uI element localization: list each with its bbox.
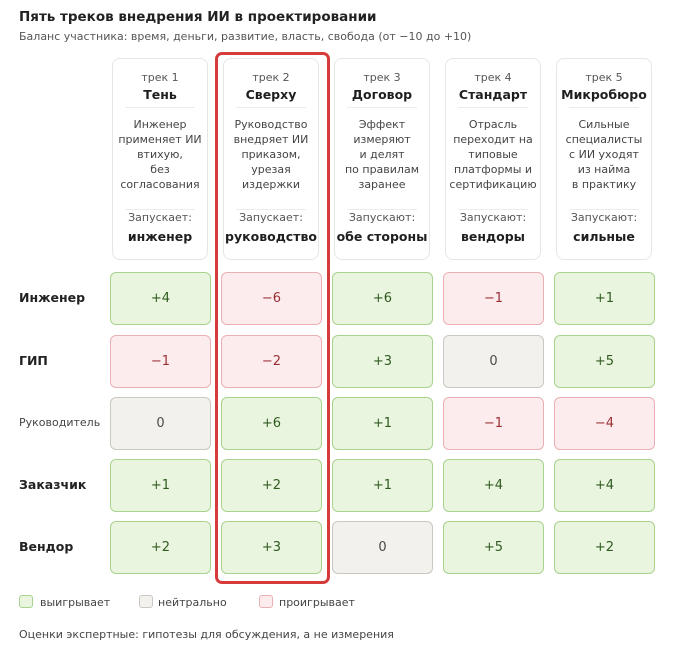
launch-label: Запускают: bbox=[459, 211, 527, 224]
row-label: ГИП bbox=[19, 353, 48, 368]
divider bbox=[125, 107, 195, 108]
balance-cell: +6 bbox=[221, 397, 322, 450]
launch-label: Запускает: bbox=[128, 211, 192, 224]
track-number: трек 4 bbox=[474, 71, 512, 84]
balance-cell: 0 bbox=[332, 521, 433, 574]
legend-label: проигрывает bbox=[279, 596, 355, 609]
balance-cell: +1 bbox=[332, 397, 433, 450]
track-card: трек 2 Сверху Руководство внедряет ИИ прик… bbox=[223, 58, 319, 260]
track-card: трек 4 Стандарт Отрасль переходит на типов… bbox=[445, 58, 541, 260]
row-label: Инженер bbox=[19, 290, 86, 305]
balance-cell: +3 bbox=[221, 521, 322, 574]
track-description: Эффект измеряют и делят по правилам зара… bbox=[344, 118, 420, 191]
balance-cell: +4 bbox=[554, 459, 655, 512]
divider bbox=[458, 209, 528, 210]
divider bbox=[347, 107, 417, 108]
footnote: Оценки экспертные: гипотезы для обсужден… bbox=[19, 628, 394, 641]
launch-who: руководство bbox=[225, 229, 317, 244]
balance-cell: 0 bbox=[443, 335, 544, 388]
track-number: трек 3 bbox=[363, 71, 401, 84]
launch-label: Запускают: bbox=[570, 211, 638, 224]
legend-swatch bbox=[139, 595, 153, 608]
balance-cell: +1 bbox=[332, 459, 433, 512]
track-name: Микробюро bbox=[561, 87, 647, 102]
balance-cell: −2 bbox=[221, 335, 322, 388]
balance-cell: +5 bbox=[443, 521, 544, 574]
track-card: трек 1 Тень Инженер применяет ИИ втихую, б… bbox=[112, 58, 208, 260]
track-name: Стандарт bbox=[458, 87, 528, 102]
launch-who: обе стороны bbox=[336, 229, 428, 244]
track-description: Инженер применяет ИИ втихую, без согласо… bbox=[118, 118, 202, 191]
track-description: Сильные специалисты с ИИ уходят из найма… bbox=[565, 118, 643, 191]
launch-who: инженер bbox=[127, 229, 193, 244]
launch-label: Запускает: bbox=[239, 211, 303, 224]
balance-cell: +2 bbox=[554, 521, 655, 574]
balance-cell: +4 bbox=[443, 459, 544, 512]
legend-label: выигрывает bbox=[40, 596, 111, 609]
track-card: трек 3 Договор Эффект измеряют и делят по … bbox=[334, 58, 430, 260]
balance-cell: +5 bbox=[554, 335, 655, 388]
launch-label: Запускают: bbox=[348, 211, 416, 224]
balance-cell: +6 bbox=[332, 272, 433, 325]
track-name: Сверху bbox=[245, 87, 297, 102]
balance-cell: −6 bbox=[221, 272, 322, 325]
balance-cell: −1 bbox=[110, 335, 211, 388]
legend-label: нейтрально bbox=[158, 596, 227, 609]
track-name: Тень bbox=[143, 87, 177, 102]
divider bbox=[236, 209, 306, 210]
divider bbox=[569, 209, 639, 210]
launch-who: вендоры bbox=[461, 229, 525, 244]
track-description: Отрасль переходит на типовые платформы и… bbox=[449, 118, 537, 191]
balance-cell: +2 bbox=[221, 459, 322, 512]
balance-cell: 0 bbox=[110, 397, 211, 450]
track-description: Руководство внедряет ИИ приказом, урезая… bbox=[233, 118, 309, 191]
divider bbox=[347, 209, 417, 210]
row-label: Заказчик bbox=[19, 477, 87, 492]
divider bbox=[569, 107, 639, 108]
divider bbox=[236, 107, 306, 108]
legend-swatch bbox=[19, 595, 33, 608]
row-label: Вендор bbox=[19, 539, 74, 554]
track-name: Договор bbox=[351, 87, 413, 102]
track-number: трек 2 bbox=[252, 71, 290, 84]
launch-who: сильные bbox=[573, 229, 635, 244]
balance-cell: +1 bbox=[554, 272, 655, 325]
divider bbox=[125, 209, 195, 210]
legend-swatch bbox=[259, 595, 273, 608]
divider bbox=[458, 107, 528, 108]
chart-title: Пять треков внедрения ИИ в проектировани… bbox=[19, 9, 377, 25]
track-number: трек 1 bbox=[141, 71, 179, 84]
balance-cell: +4 bbox=[110, 272, 211, 325]
balance-cell: −1 bbox=[443, 272, 544, 325]
balance-cell: +3 bbox=[332, 335, 433, 388]
track-card: трек 5 Микробюро Сильные специалисты с ИИ … bbox=[556, 58, 652, 260]
balance-cell: −1 bbox=[443, 397, 544, 450]
track-number: трек 5 bbox=[585, 71, 623, 84]
chart-subtitle: Баланс участника: время, деньги, развити… bbox=[19, 30, 472, 43]
balance-cell: +2 bbox=[110, 521, 211, 574]
balance-cell: −4 bbox=[554, 397, 655, 450]
balance-cell: +1 bbox=[110, 459, 211, 512]
row-label: Руководитель bbox=[19, 416, 101, 429]
